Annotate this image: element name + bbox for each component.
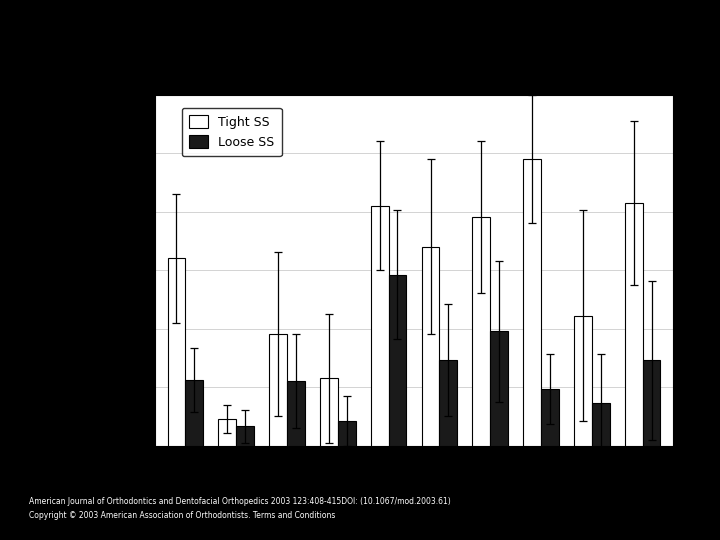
Bar [236,426,254,445]
Legend: Tight SS, Loose SS: Tight SS, Loose SS [181,108,282,156]
Bar [168,258,185,446]
Bar [338,421,356,445]
Bar [269,334,287,446]
Text: American Journal of Orthodontics and Dentofacial Orthopedics 2003 123:408-415DOI: American Journal of Orthodontics and Den… [29,497,451,505]
Bar [625,202,643,446]
Bar [185,380,203,446]
Bar [218,418,236,445]
Bar [574,315,592,445]
Bar [643,360,660,445]
Bar [439,360,457,445]
Bar [371,206,389,446]
Bar [389,275,406,446]
Bar [320,378,338,446]
Bar [287,381,305,445]
Bar [592,403,610,446]
Y-axis label: Mean F$_{N}$ Ligation (g): Mean F$_{N}$ Ligation (g) [94,206,111,334]
Text: Copyright © 2003 American Association of Orthodontists. Terms and Conditions: Copyright © 2003 American Association of… [29,511,336,520]
Bar [472,217,490,446]
Bar [490,332,508,446]
Bar [541,389,559,445]
Bar [422,247,439,446]
Text: Fig. 5: Fig. 5 [341,23,379,37]
Bar [523,159,541,445]
X-axis label: Orthodontists (1-5), Residents (6-10): Orthodontists (1-5), Residents (6-10) [284,471,544,484]
